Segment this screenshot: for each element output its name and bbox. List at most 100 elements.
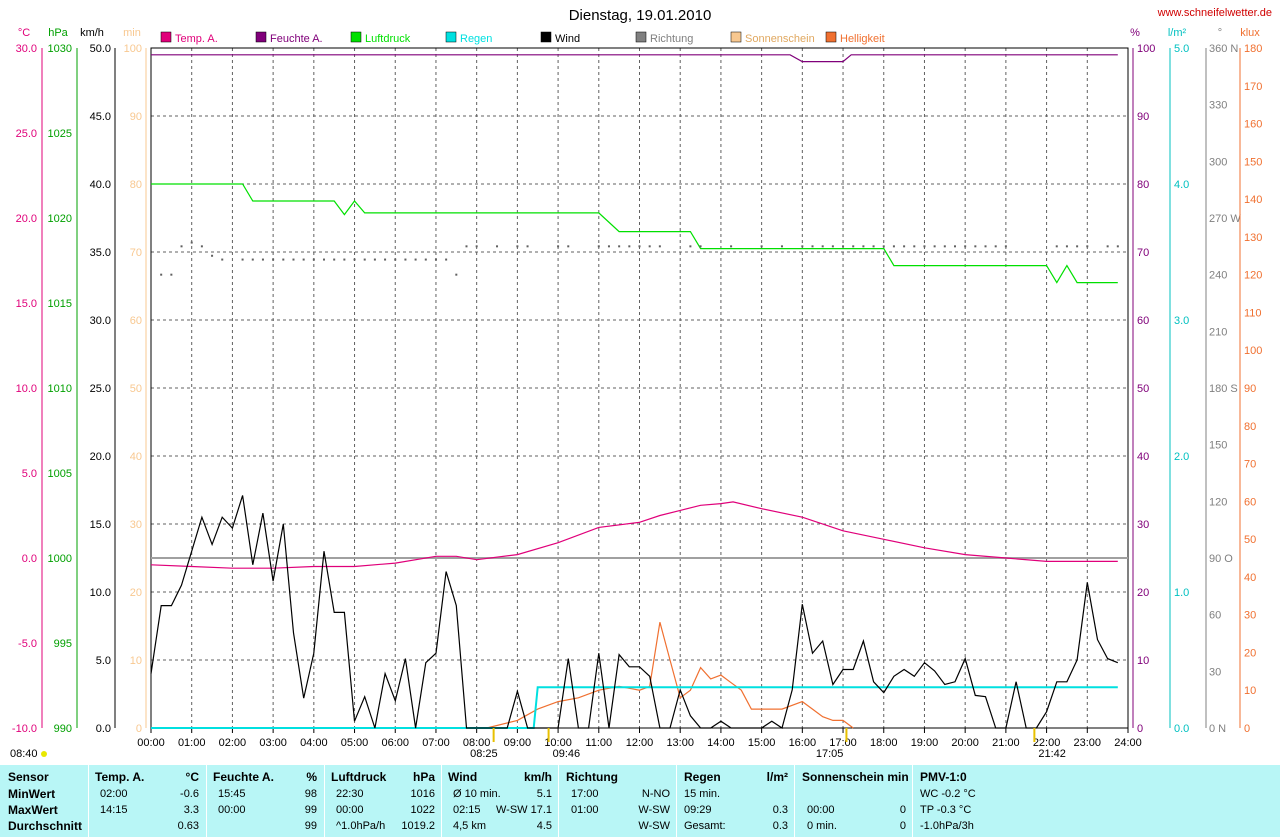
table-row-label: MinWert bbox=[8, 787, 56, 801]
humidity-tick-label: 80 bbox=[1137, 179, 1149, 191]
brightness-tick-label: 100 bbox=[1244, 345, 1262, 357]
humidity-tick-label: 0 bbox=[1137, 723, 1143, 735]
legend-label: Luftdruck bbox=[365, 33, 411, 45]
pressure-tick-label: 1000 bbox=[48, 553, 72, 565]
table-cell: 14:15 bbox=[100, 804, 128, 816]
humidity-tick-label: 30 bbox=[1137, 519, 1149, 531]
time-tick-label: 19:00 bbox=[911, 737, 939, 749]
legend-item: Helligkeit bbox=[825, 31, 885, 45]
direction-point bbox=[872, 245, 875, 248]
series-temp-a-line bbox=[150, 501, 1118, 569]
direction-point bbox=[1055, 245, 1058, 248]
brightness-unit-label: klux bbox=[1240, 27, 1260, 39]
time-tick-label: 11:00 bbox=[585, 737, 612, 749]
direction-point bbox=[434, 258, 437, 261]
table-cell: ^1.0hPa/h bbox=[336, 820, 386, 832]
direction-point bbox=[160, 273, 163, 276]
sun-tick-label: 90 bbox=[130, 111, 142, 123]
table-cell: 5.1 bbox=[536, 788, 552, 800]
direction-tick-label: 90 O bbox=[1209, 553, 1233, 565]
table-cell: Gesamt: bbox=[684, 820, 726, 832]
direction-point bbox=[241, 258, 244, 261]
table-cell: 02:00 bbox=[100, 788, 128, 800]
chart-legend: Temp. A. Feuchte A. Luftdruck Regen Wind Rich… bbox=[160, 31, 885, 45]
direction-tick-label: 360 N bbox=[1209, 43, 1238, 55]
moonrise-time: 09:46 bbox=[553, 748, 581, 760]
direction-point bbox=[974, 245, 977, 248]
humidity-tick-label: 10 bbox=[1137, 655, 1149, 667]
series-feuchte-a-line bbox=[151, 54, 1118, 63]
sun-tick-label: 80 bbox=[130, 179, 142, 191]
wind-tick-label: 30.0 bbox=[90, 315, 111, 327]
direction-point bbox=[221, 258, 224, 261]
pressure-tick-label: 1020 bbox=[48, 213, 72, 225]
direction-point bbox=[465, 245, 468, 248]
rain-unit-label: l/m² bbox=[1168, 27, 1187, 39]
pressure-tick-label: 995 bbox=[54, 638, 72, 650]
table-header-label: Wind bbox=[448, 770, 478, 784]
time-tick-label: 04:00 bbox=[300, 737, 328, 749]
brightness-tick-label: 0 bbox=[1244, 723, 1250, 735]
direction-point bbox=[414, 258, 417, 261]
time-tick-label: 21:00 bbox=[992, 737, 1020, 749]
direction-tick-label: 180 S bbox=[1209, 383, 1238, 395]
sun-unit-label: min bbox=[123, 27, 141, 39]
direction-point bbox=[251, 258, 254, 261]
site-url-link[interactable]: www.schneifelwetter.de bbox=[1157, 7, 1272, 19]
brightness-tick-label: 10 bbox=[1244, 685, 1256, 697]
table-header-label: Richtung bbox=[566, 770, 618, 784]
table-header-unit: % bbox=[306, 770, 317, 784]
brightness-tick-label: 40 bbox=[1244, 572, 1256, 584]
direction-point bbox=[831, 245, 834, 248]
time-tick-label: 05:00 bbox=[341, 737, 369, 749]
legend-label: Temp. A. bbox=[175, 33, 218, 45]
legend-swatch bbox=[445, 31, 457, 43]
table-header-label: Regen bbox=[684, 770, 721, 784]
brightness-tick-label: 150 bbox=[1244, 156, 1262, 168]
pressure-tick-label: 990 bbox=[54, 723, 72, 735]
table-cell: 22:30 bbox=[336, 788, 364, 800]
table-header-unit: hPa bbox=[412, 770, 435, 784]
direction-point bbox=[862, 245, 865, 248]
humidity-tick-label: 90 bbox=[1137, 111, 1149, 123]
table-cell: 1019.2 bbox=[401, 820, 435, 832]
direction-point bbox=[780, 245, 783, 248]
direction-point bbox=[1086, 245, 1089, 248]
time-tick-label: 02:00 bbox=[219, 737, 247, 749]
wind-tick-label: 0.0 bbox=[96, 723, 111, 735]
brightness-tick-label: 30 bbox=[1244, 610, 1256, 622]
legend-label: Sonnenschein bbox=[745, 33, 815, 45]
direction-point bbox=[994, 245, 997, 248]
table-cell: 00:00 bbox=[807, 804, 835, 816]
direction-point bbox=[323, 258, 326, 261]
direction-point bbox=[913, 245, 916, 248]
time-tick-label: 09:00 bbox=[504, 737, 532, 749]
time-tick-label: 03:00 bbox=[259, 737, 287, 749]
time-tick-label: 13:00 bbox=[666, 737, 694, 749]
table-header-unit: km/h bbox=[523, 770, 552, 784]
direction-point bbox=[811, 245, 814, 248]
direction-point bbox=[923, 245, 926, 248]
legend-item: Luftdruck bbox=[350, 31, 411, 45]
table-cell: 02:15 bbox=[453, 804, 481, 816]
table-divider bbox=[912, 765, 913, 837]
chart-title: Dienstag, 19.01.2010 bbox=[569, 7, 712, 24]
direction-point bbox=[689, 245, 692, 248]
direction-unit-label: ° bbox=[1218, 27, 1222, 39]
direction-point bbox=[272, 258, 275, 261]
legend-item: Sonnenschein bbox=[730, 31, 815, 45]
table-cell: 00:00 bbox=[336, 804, 364, 816]
table-cell: -0.6 bbox=[180, 788, 199, 800]
table-divider bbox=[558, 765, 559, 837]
direction-point bbox=[292, 258, 295, 261]
brightness-tick-label: 70 bbox=[1244, 459, 1256, 471]
direction-point bbox=[1076, 245, 1079, 248]
direction-tick-label: 120 bbox=[1209, 496, 1227, 508]
time-tick-label: 01:00 bbox=[178, 737, 206, 749]
legend-item: Feuchte A. bbox=[255, 31, 323, 45]
table-cell: 0 bbox=[899, 804, 906, 816]
wind-tick-label: 15.0 bbox=[90, 519, 111, 531]
direction-point bbox=[261, 258, 264, 261]
brightness-tick-label: 50 bbox=[1244, 534, 1256, 546]
time-tick-label: 22:00 bbox=[1033, 737, 1061, 749]
